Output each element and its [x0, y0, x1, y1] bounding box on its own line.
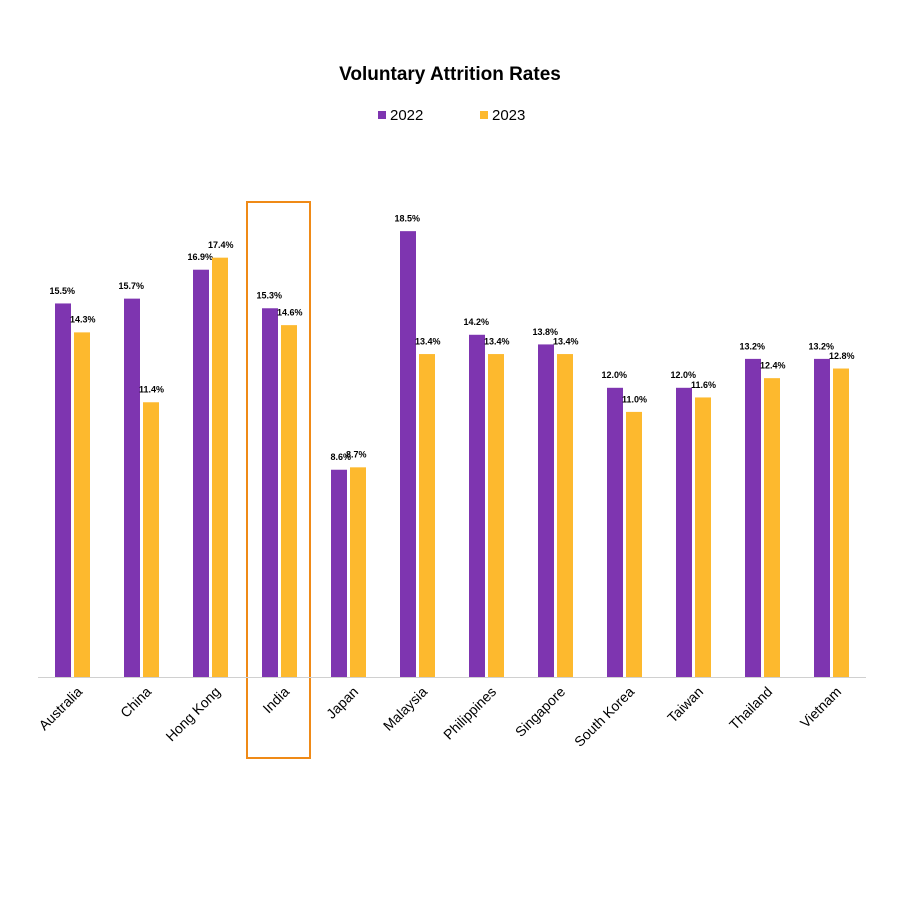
data-label: 12.0%	[670, 370, 696, 380]
x-tick-label: China	[117, 683, 154, 720]
bar	[607, 387, 623, 677]
data-label: 13.2%	[808, 341, 834, 351]
bar	[143, 402, 159, 677]
data-label: 14.6%	[277, 308, 303, 318]
data-label: 8.6%	[330, 452, 351, 462]
x-tick-label: Singapore	[512, 683, 569, 740]
bar	[695, 397, 711, 677]
data-label: 18.5%	[394, 214, 420, 224]
data-label: 13.4%	[484, 336, 510, 346]
bar	[626, 411, 642, 677]
bar	[745, 358, 761, 677]
bar	[281, 325, 297, 677]
chart-title: Voluntary Attrition Rates	[339, 64, 561, 85]
data-label: 11.4%	[139, 385, 164, 395]
data-label: 11.0%	[622, 394, 647, 404]
bar	[262, 308, 278, 677]
x-tick-label: Taiwan	[664, 683, 706, 725]
x-tick-label: South Korea	[571, 683, 638, 750]
data-label: 12.0%	[601, 370, 627, 380]
bar	[676, 387, 692, 677]
bar	[74, 332, 90, 677]
data-label: 13.2%	[739, 341, 765, 351]
legend-label: 2023	[492, 107, 525, 124]
legend-swatch	[378, 111, 386, 119]
bar	[469, 334, 485, 677]
bar	[350, 467, 366, 677]
data-label: 13.4%	[553, 336, 579, 346]
bar	[212, 257, 228, 677]
x-tick-label: Australia	[35, 683, 85, 733]
legend-label: 2022	[390, 107, 423, 124]
data-label: 11.6%	[691, 380, 716, 390]
data-label: 14.3%	[70, 315, 96, 325]
data-label: 12.4%	[760, 361, 786, 371]
bar	[557, 354, 573, 677]
bar	[55, 303, 71, 677]
bar	[538, 344, 554, 677]
highlight-box	[246, 201, 311, 759]
data-label: 15.3%	[256, 291, 282, 301]
x-tick-label: Thailand	[726, 683, 775, 732]
data-label: 15.5%	[49, 286, 75, 296]
x-tick-label: Malaysia	[380, 683, 431, 734]
data-label: 15.7%	[118, 281, 144, 291]
data-label: 14.2%	[463, 317, 489, 327]
bar	[814, 358, 830, 677]
data-label: 13.4%	[415, 336, 441, 346]
bar	[764, 378, 780, 677]
legend-swatch	[480, 111, 488, 119]
bar	[488, 354, 504, 677]
bar	[400, 231, 416, 677]
x-tick-label: India	[259, 683, 292, 716]
x-tick-label: Japan	[323, 683, 361, 721]
data-label: 17.4%	[208, 240, 234, 250]
data-label: 12.8%	[829, 351, 855, 361]
bar	[331, 469, 347, 677]
bar	[124, 298, 140, 677]
data-label: 8.7%	[346, 450, 367, 460]
x-tick-label: Hong Kong	[162, 683, 223, 744]
data-label: 16.9%	[187, 252, 213, 262]
bar	[193, 269, 209, 677]
bar	[833, 368, 849, 677]
x-tick-label: Philippines	[440, 683, 499, 742]
x-tick-label: Vietnam	[797, 683, 844, 730]
bar	[419, 354, 435, 677]
data-label: 13.8%	[532, 327, 558, 337]
